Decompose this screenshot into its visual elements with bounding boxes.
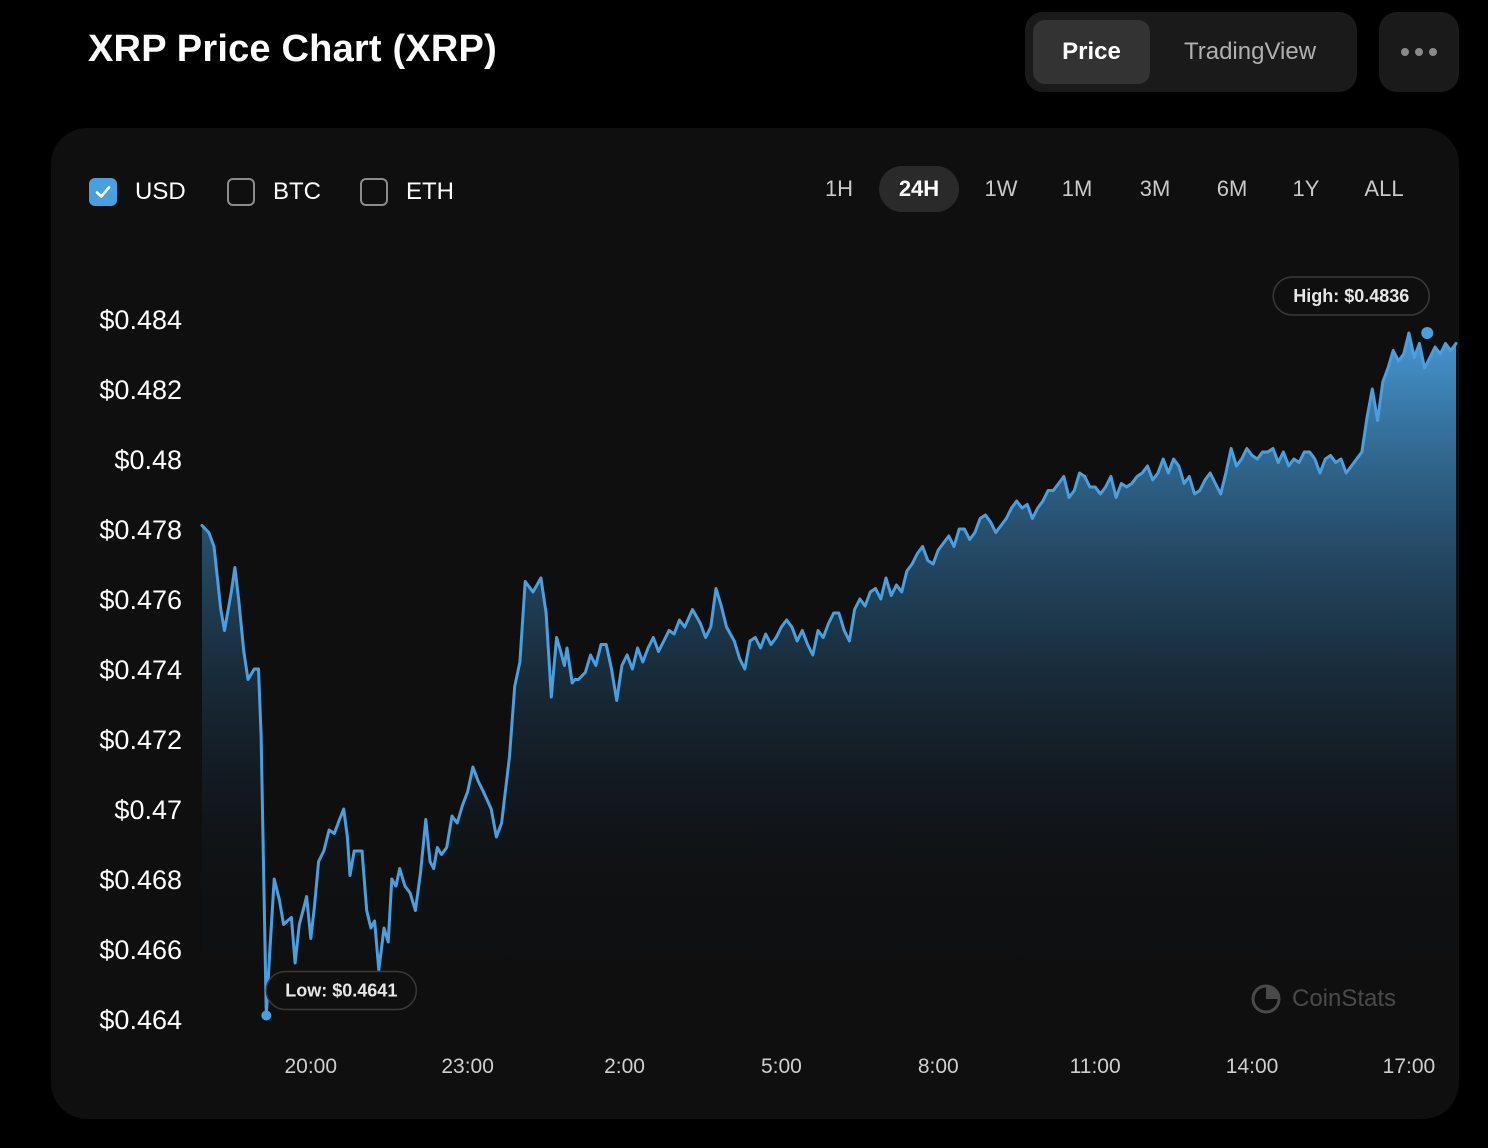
price-area	[202, 333, 1456, 1016]
price-line	[200, 331, 1458, 1017]
y-axis: $0.484 $0.482 $0.48 $0.478 $0.476 $0.474 $0.47…	[99, 305, 182, 1035]
y-tick-label: $0.464	[99, 1005, 182, 1035]
currency-btc[interactable]: BTC	[227, 175, 321, 209]
y-tick-label: $0.476	[99, 585, 182, 615]
coinstats-logo-icon	[1251, 984, 1281, 1014]
y-tick-label: $0.484	[99, 305, 182, 335]
more-options-button[interactable]	[1379, 12, 1459, 92]
currency-usd[interactable]: USD	[89, 175, 186, 209]
x-tick-label: 20:00	[284, 1055, 337, 1078]
currency-eth[interactable]: ETH	[360, 175, 454, 209]
chart-card: USD BTC ETH 1H 24H 1W 1M 3M 6M 1Y ALL $0…	[51, 128, 1459, 1119]
y-tick-label: $0.468	[99, 865, 182, 895]
more-icon-dot	[1415, 48, 1423, 56]
annotations: High: $0.4836 Low: $0.4641	[261, 276, 1434, 1021]
range-1y[interactable]: 1Y	[1292, 176, 1320, 201]
y-tick-label: $0.482	[99, 375, 182, 405]
view-toggle: Price TradingView	[1025, 12, 1357, 92]
range-6m[interactable]: 6M	[1216, 176, 1248, 201]
price-chart[interactable]: $0.484 $0.482 $0.48 $0.478 $0.476 $0.474 $0.47…	[51, 128, 1459, 1119]
y-tick-label: $0.478	[99, 515, 182, 545]
x-tick-label: 11:00	[1070, 1055, 1121, 1078]
checkbox-eth[interactable]	[360, 178, 388, 206]
y-tick-label: $0.474	[99, 655, 182, 685]
tab-price[interactable]: Price	[1033, 20, 1150, 84]
y-tick-label: $0.47	[114, 795, 182, 825]
range-1h[interactable]: 1H	[824, 176, 854, 201]
x-tick-label: 17:00	[1383, 1055, 1436, 1078]
x-tick-label: 23:00	[441, 1055, 494, 1078]
tab-tradingview[interactable]: TradingView	[1183, 38, 1317, 65]
currency-label-usd: USD	[135, 178, 186, 205]
checkbox-usd[interactable]	[89, 178, 117, 206]
check-icon	[95, 186, 111, 198]
high-label-text: High: $0.4836	[1293, 286, 1409, 306]
more-icon-dot	[1429, 48, 1437, 56]
x-axis: 20:00 23:00 2:00 5:00 8:00 11:00 14:00 17:00	[284, 1055, 1435, 1078]
currency-label-eth: ETH	[406, 178, 454, 205]
range-3m[interactable]: 3M	[1139, 176, 1171, 201]
range-1m[interactable]: 1M	[1061, 176, 1093, 201]
high-point-marker	[1421, 327, 1434, 339]
x-tick-label: 8:00	[918, 1055, 959, 1078]
high-label-badge	[1272, 276, 1430, 316]
range-24h[interactable]: 24H	[879, 166, 959, 212]
watermark-text: CoinStats	[1292, 985, 1397, 1012]
low-label-badge	[265, 970, 418, 1011]
more-horizontal-icon	[1401, 48, 1409, 56]
low-point-marker	[261, 1010, 272, 1021]
low-label-text: Low: $0.4641	[285, 981, 397, 1001]
y-tick-label: $0.472	[99, 725, 182, 755]
x-tick-label: 14:00	[1226, 1055, 1279, 1078]
y-tick-label: $0.466	[99, 935, 182, 965]
page-title: XRP Price Chart (XRP)	[88, 28, 497, 70]
currency-label-btc: BTC	[273, 178, 321, 205]
y-tick-label: $0.48	[114, 445, 182, 475]
coinstats-watermark: CoinStats	[1250, 983, 1396, 1015]
range-1w[interactable]: 1W	[984, 176, 1018, 201]
x-tick-label: 5:00	[761, 1055, 802, 1078]
range-all[interactable]: ALL	[1364, 176, 1404, 201]
x-tick-label: 2:00	[604, 1055, 645, 1078]
checkbox-btc[interactable]	[227, 178, 255, 206]
